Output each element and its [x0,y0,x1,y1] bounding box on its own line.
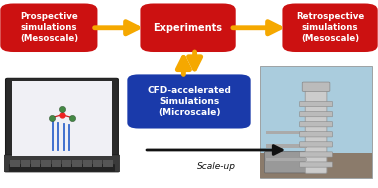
FancyBboxPatch shape [300,162,333,167]
Bar [21,160,30,167]
FancyBboxPatch shape [305,87,327,173]
FancyBboxPatch shape [282,4,378,52]
Bar [93,160,102,167]
FancyBboxPatch shape [140,4,236,52]
Bar [72,160,82,167]
Text: Scale-up: Scale-up [197,162,235,171]
FancyBboxPatch shape [12,81,112,156]
Bar [82,160,92,167]
FancyBboxPatch shape [6,78,118,159]
Bar [31,160,40,167]
FancyBboxPatch shape [260,66,372,178]
FancyBboxPatch shape [300,122,333,127]
FancyBboxPatch shape [260,153,372,178]
Text: Prospective
simulations
(Mesoscale): Prospective simulations (Mesoscale) [20,12,78,43]
FancyBboxPatch shape [265,152,306,173]
Bar [266,158,307,161]
Bar [103,160,113,167]
Bar [10,160,20,167]
Bar [62,160,71,167]
Text: Experiments: Experiments [153,23,223,33]
FancyBboxPatch shape [300,142,333,147]
Bar [41,160,51,167]
FancyBboxPatch shape [5,155,119,172]
Bar [52,160,61,167]
FancyBboxPatch shape [300,111,333,117]
FancyBboxPatch shape [300,102,333,107]
FancyBboxPatch shape [0,4,98,52]
Bar [266,144,307,148]
FancyBboxPatch shape [302,82,330,91]
FancyBboxPatch shape [300,152,333,157]
Text: CFD-accelerated
Simulations
(Microscale): CFD-accelerated Simulations (Microscale) [147,86,231,117]
Bar [266,131,307,134]
FancyBboxPatch shape [127,74,251,129]
FancyBboxPatch shape [300,132,333,137]
FancyBboxPatch shape [9,164,115,172]
Text: Retrospective
simulations
(Mesoscale): Retrospective simulations (Mesoscale) [296,12,364,43]
